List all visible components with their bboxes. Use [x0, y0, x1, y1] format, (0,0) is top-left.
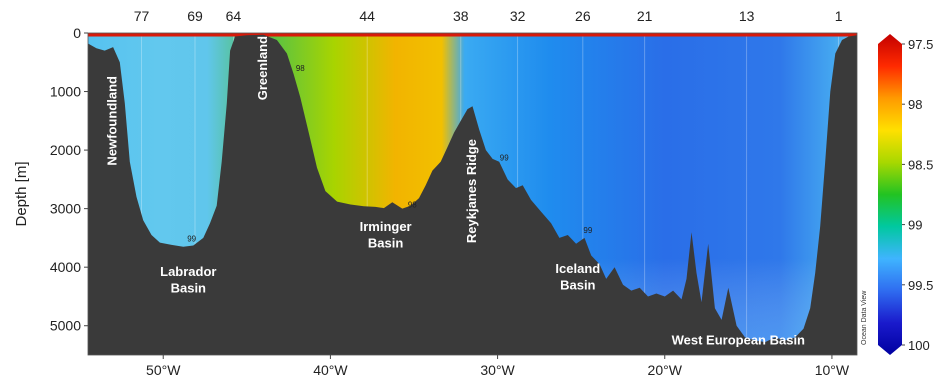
plot-frame [87, 32, 858, 356]
colorbar: 97.5 98 98.5 99 99.5 100 [878, 34, 933, 355]
contour-label: 99 [187, 234, 196, 243]
station-number: 77 [134, 8, 150, 24]
colorbar-tick-label: 97.5 [908, 37, 933, 52]
station-number: 1 [835, 8, 843, 24]
region-label: Reykjanes Ridge [464, 139, 479, 243]
x-tick-label: 30°W [480, 362, 515, 378]
station-number: 69 [187, 8, 203, 24]
station-number: 26 [575, 8, 591, 24]
station-number: 38 [453, 8, 469, 24]
colorbar-tick-label: 99 [908, 218, 922, 233]
region-label: Labrador [160, 264, 216, 279]
region-label: Basin [368, 235, 403, 250]
y-tick-label: 3000 [50, 201, 81, 217]
colorbar-scale [878, 34, 902, 355]
seafloor-bathymetry [88, 34, 857, 355]
region-label: West European Basin [672, 333, 805, 348]
software-credit-watermark: Ocean Data View [861, 290, 868, 345]
colorbar-tick-label: 98.5 [908, 157, 933, 172]
x-tick-label: 10°W [815, 362, 850, 378]
station-number: 32 [510, 8, 526, 24]
y-tick-label: 1000 [50, 84, 81, 100]
surface-layer [88, 33, 857, 37]
y-tick-label: 4000 [50, 259, 81, 275]
y-axis: 0 1000 2000 3000 4000 5000 [50, 25, 88, 334]
x-axis: 50°W 40°W 30°W 20°W 10°W [146, 355, 850, 378]
region-label: Irminger [360, 219, 412, 234]
region-labels: NewfoundlandGreenlandLabradorBasinIrming… [104, 36, 805, 348]
x-tick-label: 50°W [146, 362, 181, 378]
station-number: 21 [637, 8, 653, 24]
contour-label: 98 [296, 64, 305, 73]
region-label: Newfoundland [104, 76, 119, 166]
colorbar-tick-label: 99.5 [908, 278, 933, 293]
contour-label: 99 [500, 154, 509, 163]
contour-label: 99 [583, 226, 592, 235]
station-number-row: 77 69 64 44 38 32 26 21 13 1 [134, 8, 843, 24]
plot-area: 98 99 98 99 99 Newfoundland Greenland Labrador… [88, 33, 857, 355]
contour-label: 98 [408, 200, 417, 209]
colorbar-tick-label: 98 [908, 97, 922, 112]
station-number: 44 [359, 8, 375, 24]
x-tick-label: 40°W [313, 362, 348, 378]
contour-labels: 98 99 98 99 99 [187, 64, 593, 243]
y-tick-label: 5000 [50, 318, 81, 334]
colorbar-ticks: 97.5 98 98.5 99 99.5 100 [902, 37, 933, 353]
region-label: Greenland [255, 36, 270, 100]
station-number: 13 [739, 8, 755, 24]
y-tick-label: 0 [73, 25, 81, 41]
x-tick-label: 20°W [648, 362, 683, 378]
y-axis-title: Depth [m] [13, 161, 30, 226]
y-tick-label: 2000 [50, 142, 81, 158]
region-label: Basin [560, 277, 595, 292]
region-label: Iceland [555, 261, 600, 276]
station-number: 64 [226, 8, 242, 24]
region-label: Basin [171, 280, 206, 295]
colorbar-tick-label: 100 [908, 338, 930, 353]
